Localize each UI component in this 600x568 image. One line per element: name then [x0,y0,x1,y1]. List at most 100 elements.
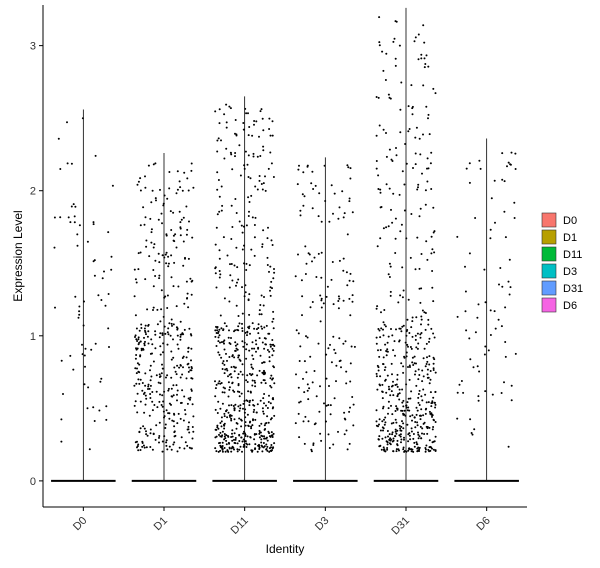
data-point [303,442,306,445]
data-point [271,343,274,346]
legend-key-D1 [541,229,557,245]
violin-group-D6 [454,138,519,482]
data-point [154,162,157,165]
data-point [430,413,433,416]
data-point [510,151,513,154]
data-point [244,408,247,411]
data-point [381,391,384,393]
data-point [414,152,417,155]
data-point [219,446,222,449]
data-point [319,385,321,388]
data-point [378,329,381,332]
data-point [509,286,512,289]
data-point [301,314,303,317]
data-point [386,443,389,446]
data-point [136,183,139,186]
data-point [141,445,144,448]
data-point [352,424,355,427]
data-point [236,348,239,351]
data-point [381,397,384,400]
data-point [165,441,168,444]
data-point [177,412,180,415]
data-point [255,350,257,353]
data-point [145,433,148,436]
data-point [456,315,459,318]
data-point [414,334,417,337]
data-point [188,220,190,223]
data-point [260,438,263,441]
data-point [154,438,157,441]
data-point [405,383,408,386]
data-point [426,432,429,435]
data-point [218,276,221,279]
data-point [391,413,394,416]
data-point [169,334,172,337]
data-point [266,264,269,266]
data-point [241,330,244,332]
data-point [382,128,385,131]
data-point [330,278,333,281]
data-point [159,382,162,385]
data-point [388,276,391,278]
data-point [405,450,408,453]
data-point [254,443,257,446]
data-point [150,228,153,231]
data-point [270,280,273,283]
data-point [378,423,380,426]
data-point [156,323,159,326]
data-point [396,407,399,410]
data-point [234,198,237,200]
data-point [456,417,459,420]
data-point [180,436,183,439]
data-point [423,41,426,44]
data-point [219,431,222,434]
data-point [416,347,419,350]
data-point [187,397,190,400]
data-point [390,328,392,330]
data-point [394,384,397,386]
data-point [382,363,384,365]
data-point [173,366,176,369]
data-point [255,411,258,414]
data-point [241,340,244,343]
data-point [430,446,433,449]
data-point [218,380,221,383]
data-point [348,297,351,300]
data-point [254,447,257,450]
data-point [248,264,251,267]
data-point [391,334,394,337]
data-point [186,363,189,366]
data-point [245,399,248,402]
data-point [168,412,171,415]
data-point [404,341,407,344]
data-point [430,188,433,190]
data-point [402,371,405,374]
data-point [170,350,173,353]
data-point [424,450,427,453]
data-point [226,359,228,362]
data-point [214,395,217,398]
data-point [138,363,141,366]
data-point [176,327,179,330]
data-point [433,358,436,361]
data-point [301,193,304,196]
data-point [337,430,339,433]
data-point [214,380,216,383]
data-point [191,236,194,239]
data-point [158,441,160,444]
data-point [60,359,63,362]
data-point [225,147,228,150]
data-point [163,390,166,393]
data-point [388,262,391,265]
data-point [144,324,147,327]
data-point [190,293,193,296]
data-point [183,302,186,305]
data-point [150,338,153,341]
data-point [220,420,223,423]
data-point [327,404,330,406]
data-point [78,313,81,316]
data-point [185,280,188,283]
data-point [387,273,390,276]
data-point [136,362,139,365]
data-point [176,422,179,425]
